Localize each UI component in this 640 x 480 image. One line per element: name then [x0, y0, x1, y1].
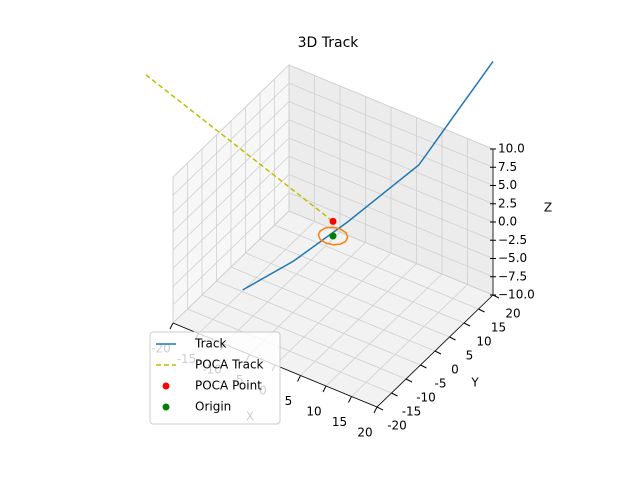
z-tick-label: −10.0 — [498, 288, 535, 302]
x-tick-label: 20 — [357, 426, 372, 440]
z-axis-label: Z — [544, 201, 552, 215]
y-tick — [449, 336, 456, 341]
y-tick-label: 0 — [451, 363, 459, 377]
y-tick-label: 10 — [476, 335, 491, 349]
y-tick-label: -20 — [387, 419, 407, 433]
x-tick-label: 10 — [306, 405, 321, 419]
y-tick — [391, 392, 398, 397]
x-tick-label: 15 — [332, 415, 347, 429]
grid-line — [187, 308, 392, 394]
grid-line — [216, 280, 421, 366]
z-tick-label: 5.0 — [498, 178, 517, 192]
legend-label: POCA Track — [195, 358, 264, 372]
grid-line — [259, 238, 465, 324]
grid-line — [288, 119, 494, 205]
legend-label: Origin — [195, 400, 231, 414]
x-tick-label: 5 — [285, 394, 293, 408]
point — [329, 217, 337, 225]
x-tick — [373, 406, 378, 414]
track-line — [317, 226, 349, 246]
x-tick — [297, 375, 301, 382]
grid-line — [288, 64, 494, 150]
y-tick-label: -5 — [435, 377, 447, 391]
chart-title: 3D Track — [298, 35, 360, 51]
y-tick — [376, 406, 384, 411]
grid-line — [245, 252, 450, 338]
legend-box — [149, 331, 281, 425]
y-tick-label: 5 — [466, 349, 474, 363]
track-line — [242, 60, 494, 291]
grid-line — [288, 210, 494, 296]
legend-label: POCA Point — [195, 379, 262, 393]
y-tick-label: 15 — [491, 321, 506, 335]
grid-line — [288, 192, 494, 278]
z-tick-label: 2.5 — [498, 196, 517, 210]
grid-line — [172, 101, 290, 214]
grid-line — [288, 137, 494, 223]
y-tick — [478, 308, 485, 313]
y-tick-label: 20 — [505, 307, 520, 321]
legend: Track POCA Track POCA Point Origin — [149, 331, 281, 425]
x-tick — [322, 385, 327, 393]
grid-line — [288, 155, 494, 241]
y-tick — [405, 378, 413, 383]
grid-line — [172, 82, 290, 196]
grid-line — [172, 64, 290, 178]
grid-line — [172, 137, 290, 251]
z-tick-label: −5.0 — [498, 251, 527, 265]
grid-line — [172, 174, 290, 287]
grid-line — [288, 174, 494, 259]
z-tick-label: −2.5 — [498, 233, 527, 247]
grid-line — [288, 82, 494, 168]
axis-line — [376, 294, 494, 408]
y-axis-label: Y — [470, 376, 479, 390]
grid-line — [201, 294, 407, 380]
y-tick — [463, 322, 471, 327]
point — [329, 232, 337, 240]
grid-line — [172, 192, 290, 306]
y-tick — [434, 350, 442, 355]
y-tick-label: -15 — [402, 405, 422, 419]
grid-line — [172, 119, 290, 233]
legend-marker — [162, 403, 170, 411]
legend-marker — [162, 382, 170, 390]
grid-line — [172, 155, 290, 269]
z-tick-label: 10.0 — [498, 142, 525, 156]
grid-line — [172, 210, 290, 324]
grid-line — [274, 224, 479, 310]
x-tick — [169, 322, 174, 330]
y-tick-label: -10 — [416, 391, 436, 405]
legend-label: Track — [194, 337, 226, 351]
x-tick — [348, 396, 352, 403]
grid-line — [230, 266, 436, 352]
z-tick-label: 0.0 — [498, 215, 517, 229]
grid-line — [288, 101, 494, 186]
z-tick-label: 7.5 — [498, 160, 517, 174]
y-tick — [420, 364, 427, 369]
z-tick-label: −7.5 — [498, 269, 527, 283]
